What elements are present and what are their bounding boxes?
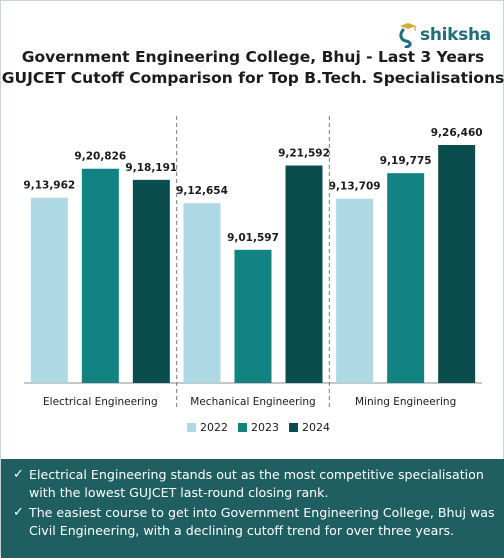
legend-swatch-2022 xyxy=(187,423,196,432)
data-label: 9,13,962 xyxy=(23,180,75,192)
insight-text: The easiest course to get into Governmen… xyxy=(29,505,495,538)
legend-label: 2022 xyxy=(200,421,228,434)
insights-footer: ✓ Electrical Engineering stands out as t… xyxy=(1,459,504,558)
legend-swatch-2024 xyxy=(289,423,298,432)
bar-2023 xyxy=(81,168,119,383)
data-label: 9,26,460 xyxy=(431,127,483,139)
bar-2024 xyxy=(132,179,170,383)
legend-label: 2024 xyxy=(302,421,330,434)
bar-2023 xyxy=(387,173,425,383)
chart-title: Government Engineering College, Bhuj - L… xyxy=(21,48,485,66)
check-icon: ✓ xyxy=(13,467,24,482)
bar-2024 xyxy=(438,144,476,383)
graduate-cap-icon xyxy=(399,23,416,48)
category-label: Mining Engineering xyxy=(355,396,456,408)
legend-label: 2023 xyxy=(251,421,279,434)
category-label: Electrical Engineering xyxy=(43,396,158,408)
data-label: 9,01,597 xyxy=(227,232,279,244)
bar-2023 xyxy=(234,249,272,383)
check-icon: ✓ xyxy=(13,505,24,520)
insight-note: ✓ The easiest course to get into Governm… xyxy=(13,504,495,540)
legend-swatch-2023 xyxy=(238,423,247,432)
data-label: 9,13,709 xyxy=(329,181,381,193)
data-label: 9,12,654 xyxy=(176,185,228,197)
chart-title-block: Government Engineering College, Bhuj - L… xyxy=(1,47,504,89)
shiksha-logo[interactable]: shiksha xyxy=(397,21,491,49)
bar-2022 xyxy=(336,198,374,383)
data-label: 9,19,775 xyxy=(380,155,432,167)
bar-2024 xyxy=(285,165,323,383)
category-label: Mechanical Engineering xyxy=(190,396,315,408)
logo-text: shiksha xyxy=(420,25,491,45)
data-label: 9,20,826 xyxy=(74,151,126,163)
bar-2022 xyxy=(183,203,221,383)
data-label: 9,21,592 xyxy=(278,148,330,160)
insight-note: ✓ Electrical Engineering stands out as t… xyxy=(13,466,495,502)
insight-text: Electrical Engineering stands out as the… xyxy=(29,467,484,500)
bar-2022 xyxy=(30,197,68,383)
data-label: 9,18,191 xyxy=(125,162,177,174)
chart-subtitle: GUJCET Cutoff Comparison for Top B.Tech.… xyxy=(1,69,504,87)
